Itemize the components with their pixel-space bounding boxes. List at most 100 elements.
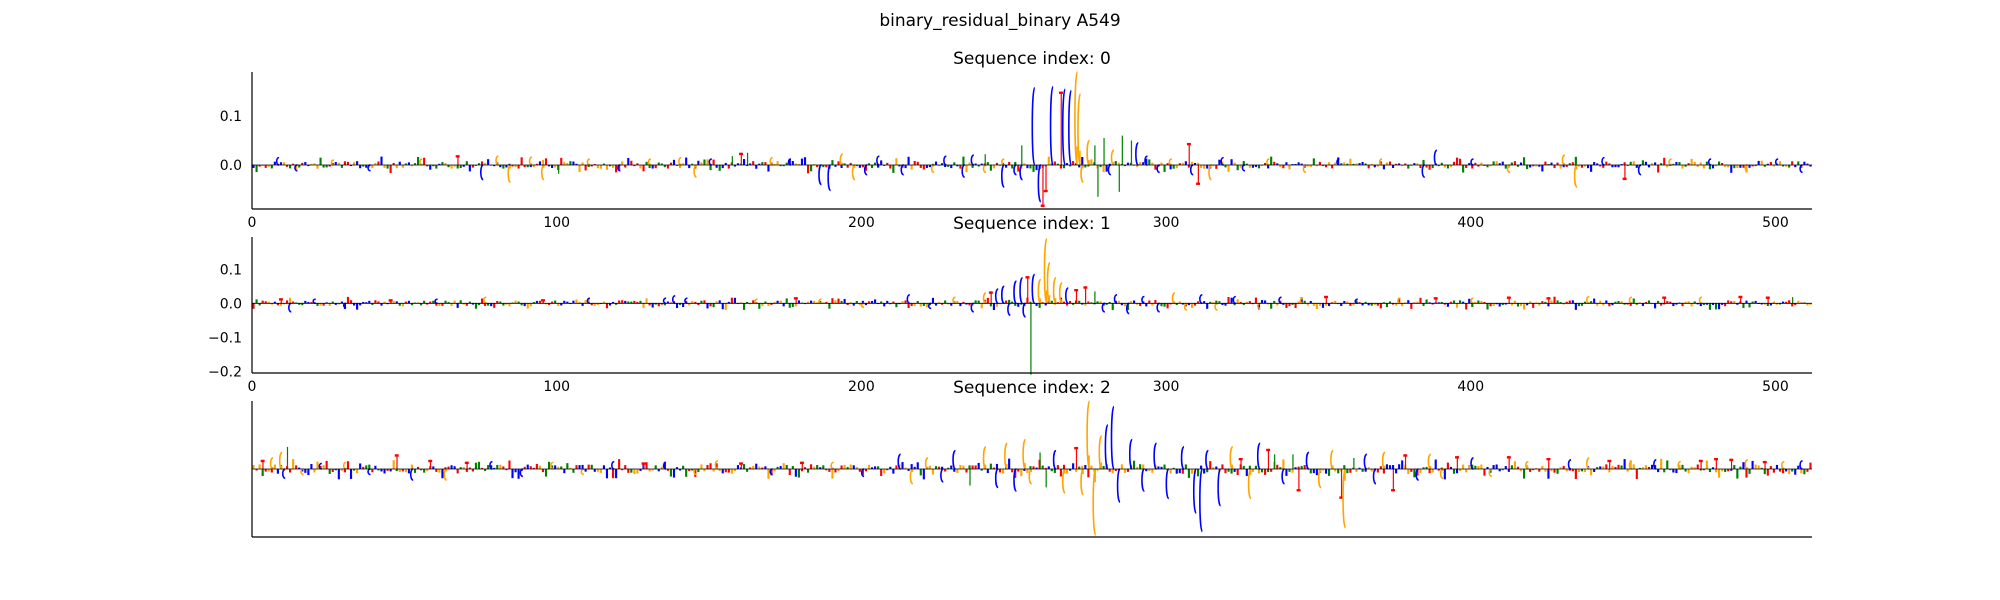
logo-noise-mark	[1136, 303, 1139, 305]
logo-noise-mark	[1452, 300, 1456, 304]
logo-noise-mark	[587, 464, 590, 469]
logo-noise-mark	[1224, 469, 1227, 474]
logo-noise-mark	[864, 164, 868, 171]
logo-noise-mark	[1523, 303, 1526, 310]
logo-noise-mark	[791, 161, 794, 165]
logo-noise-mark	[733, 297, 736, 304]
logo-noise-mark	[1571, 300, 1574, 304]
logo-noise-mark	[746, 301, 749, 304]
y-tick-label: 0.1	[220, 262, 242, 278]
logo-noise-mark	[544, 469, 548, 477]
logo-noise-mark	[849, 302, 852, 304]
logo-noise-mark	[1008, 161, 1011, 165]
logo-spike	[1214, 302, 1218, 311]
logo-noise-mark	[913, 303, 916, 306]
x-tick-label: 0	[248, 379, 257, 395]
logo-noise-mark	[1577, 303, 1580, 307]
logo-noise-mark	[1364, 469, 1367, 472]
logo-noise-mark	[374, 162, 377, 165]
logo-spike	[943, 155, 947, 166]
logo-noise-mark	[1123, 469, 1126, 473]
logo-noise-mark	[1547, 303, 1550, 307]
logo-spike	[818, 164, 823, 186]
logo-noise-mark	[289, 297, 292, 304]
logo-noise-mark	[822, 164, 825, 168]
logo-noise-mark	[682, 303, 685, 308]
logo-noise-mark	[1035, 467, 1038, 469]
logo-spike	[746, 152, 749, 165]
logo-noise-mark	[761, 162, 764, 165]
logo-noise-mark	[1654, 303, 1657, 309]
logo-noise-mark	[1532, 469, 1535, 471]
logo-noise-mark	[1300, 466, 1303, 469]
logo-noise-mark	[1367, 467, 1370, 469]
logo-noise-mark	[1644, 161, 1648, 165]
logo-noise-mark	[398, 303, 401, 306]
logo-noise-mark	[1678, 464, 1681, 469]
logo-noise-mark	[465, 469, 468, 472]
logo-noise-mark	[995, 303, 999, 307]
logo-noise-mark	[1727, 469, 1730, 472]
logo-noise-mark	[322, 303, 325, 306]
logo-noise-mark	[1455, 157, 1459, 165]
logo-noise-mark	[697, 303, 700, 306]
logo-noise-mark	[611, 164, 615, 168]
logo-noise-mark	[1038, 303, 1041, 308]
logo-noise-mark	[1614, 164, 1617, 168]
logo-noise-mark	[1084, 465, 1087, 469]
logo-noise-mark	[1559, 467, 1562, 469]
logo-spike	[1601, 156, 1605, 166]
logo-noise-mark	[1571, 469, 1574, 472]
logo-noise-mark	[462, 466, 465, 469]
logo-noise-mark	[590, 464, 593, 469]
logo-noise-mark	[444, 162, 447, 165]
logo-noise-mark	[1702, 469, 1705, 471]
logo-noise-mark	[1501, 469, 1504, 471]
logo-noise-mark	[252, 164, 255, 168]
logo-spike	[1086, 400, 1091, 470]
logo-noise-mark	[1699, 469, 1702, 471]
logo-noise-mark	[1117, 162, 1120, 165]
logo-noise-mark	[1446, 164, 1449, 169]
logo-spike	[1729, 458, 1734, 469]
logo-noise-mark	[767, 469, 770, 479]
logo-noise-mark	[1123, 303, 1126, 307]
logo-noise-mark	[1349, 158, 1352, 165]
logo-noise-mark	[602, 465, 605, 469]
logo-noise-mark	[441, 162, 444, 165]
logo-noise-mark	[980, 163, 983, 165]
logo-noise-mark	[1785, 469, 1788, 472]
logo-noise-mark	[1334, 300, 1337, 304]
logo-noise-mark	[255, 164, 258, 173]
logo-noise-mark	[1748, 469, 1751, 474]
logo-noise-mark	[1766, 303, 1769, 306]
logo-noise-mark	[785, 162, 788, 165]
logo-noise-mark	[371, 469, 374, 473]
logo-noise-mark	[1209, 461, 1212, 469]
logo-noise-mark	[831, 160, 834, 165]
logo-noise-mark	[548, 461, 551, 469]
logo-spike	[1353, 457, 1355, 469]
logo-spike	[1135, 142, 1140, 166]
logo-noise-mark	[819, 300, 822, 304]
logo-noise-mark	[602, 301, 605, 304]
logo-noise-mark	[1291, 469, 1294, 473]
logo-spike	[1001, 164, 1006, 188]
logo-noise-mark	[721, 469, 724, 474]
logo-noise-mark	[992, 467, 995, 469]
logo-noise-mark	[1599, 466, 1602, 469]
logo-noise-mark	[395, 301, 398, 304]
logo-noise-mark	[1166, 303, 1169, 309]
logo-noise-mark	[816, 164, 819, 168]
logo-noise-mark	[901, 301, 904, 304]
logo-noise-mark	[672, 469, 676, 478]
logo-spike	[830, 461, 834, 470]
logo-noise-mark	[1647, 466, 1651, 469]
logo-spike	[754, 298, 758, 305]
logo-spike	[1363, 453, 1368, 470]
logo-spike	[300, 468, 304, 476]
logo-noise-mark	[1169, 303, 1172, 305]
logo-noise-mark	[581, 162, 584, 165]
logo-noise-mark	[1294, 303, 1297, 309]
logo-noise-mark	[1340, 303, 1343, 307]
